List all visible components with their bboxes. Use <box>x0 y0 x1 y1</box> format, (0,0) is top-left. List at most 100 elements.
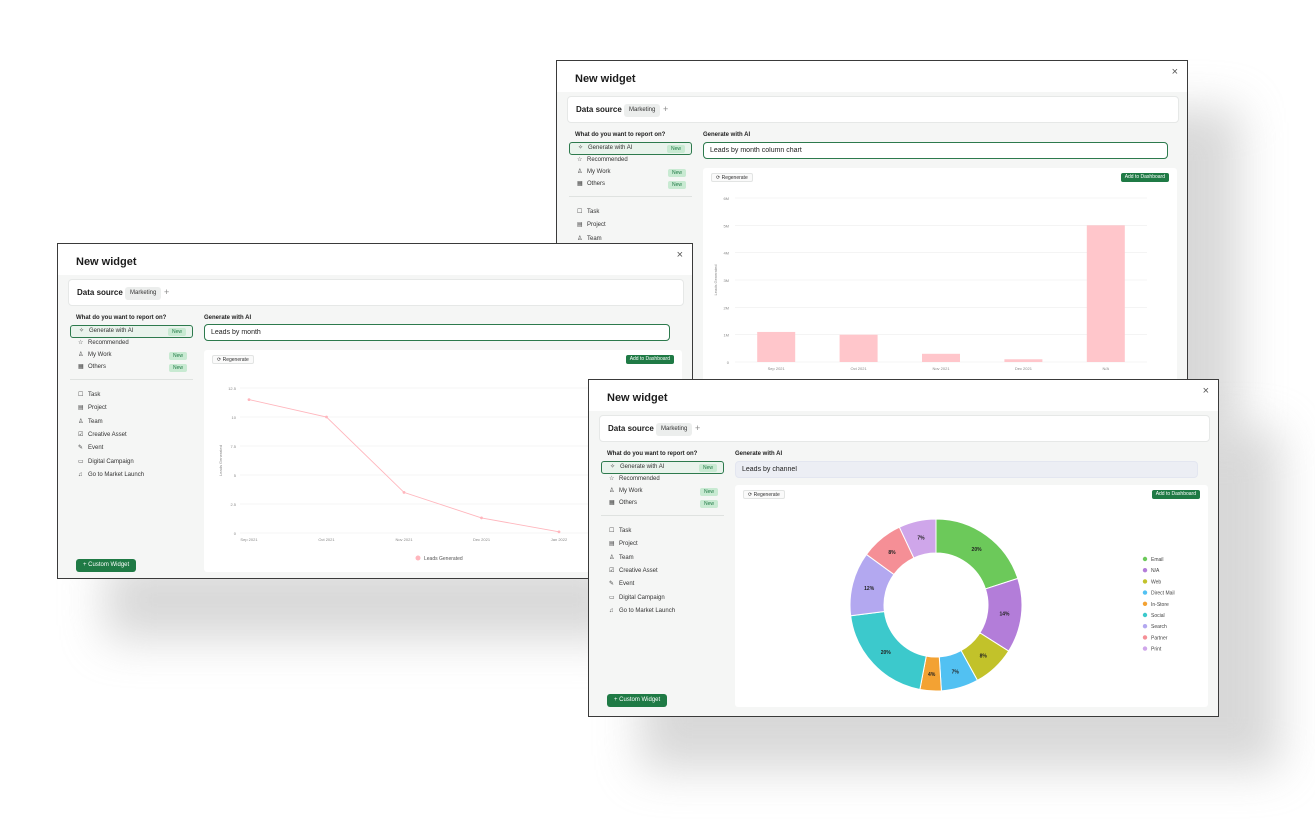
data-point[interactable] <box>325 415 328 419</box>
sidebar-item-label: Recommended <box>587 157 628 163</box>
add-to-dashboard-button[interactable]: Add to Dashboard <box>625 355 674 364</box>
y-tick-label: 6M <box>723 196 729 201</box>
sidebar-item-team[interactable]: ♙ Team <box>601 552 724 565</box>
new-badge: New <box>168 351 187 360</box>
y-tick-label: 5 <box>234 473 237 478</box>
add-to-dashboard-button[interactable]: Add to Dashboard <box>1151 490 1200 499</box>
sidebar-item-label: Creative Asset <box>88 431 127 438</box>
sidebar-item-others[interactable]: ▦ Others New <box>569 178 692 191</box>
sidebar-item-generate-with-ai[interactable]: ✧ Generate with AI New <box>70 325 193 338</box>
event-icon: ✎ <box>78 445 84 452</box>
sidebar-item-creative-asset[interactable]: ☑ Creative Asset <box>601 565 724 578</box>
sidebar-item-digital-campaign[interactable]: ▭ Digital Campaign <box>601 592 724 605</box>
add-data-source-icon[interactable]: + <box>164 287 170 297</box>
add-data-source-icon[interactable]: + <box>663 104 669 114</box>
prompt-input[interactable] <box>703 142 1168 159</box>
data-point[interactable] <box>247 398 251 401</box>
sidebar-item-event[interactable]: ✎ Event <box>70 442 193 455</box>
grid-icon: ▦ <box>78 364 84 370</box>
x-tick-label: Dec 2021 <box>473 537 491 542</box>
new-badge: New <box>699 487 718 496</box>
sidebar-item-creative-asset[interactable]: ☑ Creative Asset <box>70 429 193 442</box>
add-to-dashboard-button[interactable]: Add to Dashboard <box>1120 173 1169 182</box>
sidebar-item-label: Task <box>88 392 101 398</box>
generate-label: Generate with AI <box>735 451 783 457</box>
legend-label: Direct Mail <box>1151 591 1175 597</box>
sidebar-item-label: Generate with AI <box>620 464 665 470</box>
sidebar-item-recommended[interactable]: ☆ Recommended <box>601 473 724 486</box>
slice-email[interactable] <box>935 518 1019 590</box>
sidebar-item-project[interactable]: ▤ Project <box>70 402 193 415</box>
sidebar-item-generate-with-ai[interactable]: ✧ Generate with AI New <box>601 461 724 474</box>
close-icon[interactable]: × <box>1171 66 1178 78</box>
regenerate-label: Regenerate <box>721 175 748 181</box>
report-question: What do you want to report on? <box>575 132 666 138</box>
bar[interactable] <box>1086 225 1125 362</box>
bar[interactable] <box>922 353 960 362</box>
data-source-chip[interactable]: Marketing <box>125 287 162 300</box>
sidebar-item-my-work[interactable]: ♙ My Work New <box>70 349 193 362</box>
data-source-chip[interactable]: Marketing <box>656 423 693 436</box>
sidebar-item-recommended[interactable]: ☆ Recommended <box>70 337 193 350</box>
slice-label: 7% <box>952 669 960 675</box>
regenerate-button[interactable]: ⟳ Regenerate <box>711 173 753 182</box>
slice-label: 20% <box>972 547 983 553</box>
campaign-icon: ▭ <box>78 458 84 465</box>
prompt-input[interactable] <box>204 324 670 341</box>
regenerate-button[interactable]: ⟳ Regenerate <box>743 490 785 499</box>
project-icon: ▤ <box>78 405 84 412</box>
data-point[interactable] <box>557 530 561 534</box>
data-source-chip[interactable]: Marketing <box>624 104 661 117</box>
report-question: What do you want to report on? <box>607 451 698 457</box>
y-tick-label: 12.5 <box>228 386 237 391</box>
y-tick-label: 10 <box>232 415 237 420</box>
slice-print[interactable] <box>898 518 937 559</box>
legend-swatch <box>1142 601 1148 606</box>
legend-label: In-Store <box>1151 602 1169 608</box>
sidebar-item-project[interactable]: ▤ Project <box>601 538 724 551</box>
sidebar-item-task[interactable]: ☐ Task <box>601 525 724 538</box>
team-icon: ♙ <box>78 418 84 425</box>
bar[interactable] <box>839 334 878 362</box>
task-icon: ☐ <box>609 528 615 534</box>
sidebar-item-my-work[interactable]: ♙ My Work New <box>601 485 724 498</box>
sidebar-item-digital-campaign[interactable]: ▭ Digital Campaign <box>70 456 193 469</box>
creative-asset-icon: ☑ <box>78 431 84 438</box>
sidebar-item-others[interactable]: ▦ Others New <box>70 361 193 374</box>
user-icon: ♙ <box>609 488 615 494</box>
slice-label: 12% <box>864 586 875 592</box>
sidebar-item-project[interactable]: ▤ Project <box>569 219 692 232</box>
sidebar-item-team[interactable]: ♙ Team <box>569 233 692 246</box>
sidebar-item-go-to-market-launch[interactable]: ♫ Go to Market Launch <box>70 469 193 482</box>
bar[interactable] <box>1004 359 1043 362</box>
custom-widget-button[interactable]: + Custom Widget <box>607 694 668 707</box>
chart-panel: ⟳ Regenerate Add to Dashboard 0 1M 2M 3M 4M 5… <box>703 168 1177 381</box>
grid-icon: ▦ <box>577 181 583 187</box>
add-data-source-icon[interactable]: + <box>695 423 701 433</box>
campaign-icon: ▭ <box>609 594 615 601</box>
sidebar-item-label: My Work <box>619 488 643 494</box>
data-point[interactable] <box>402 491 406 494</box>
event-icon: ✎ <box>609 581 615 588</box>
bar[interactable] <box>757 331 796 362</box>
sidebar-item-event[interactable]: ✎ Event <box>601 578 724 591</box>
legend-label: Social <box>1151 613 1165 619</box>
legend-swatch <box>1142 612 1148 618</box>
legend-label: Leads Generated <box>424 556 463 562</box>
regenerate-button[interactable]: ⟳ Regenerate <box>212 355 254 364</box>
close-icon[interactable]: × <box>676 249 683 261</box>
y-tick-label: 2.5 <box>230 502 236 507</box>
sidebar-item-team[interactable]: ♙ Team <box>70 416 193 429</box>
close-icon[interactable]: × <box>1202 385 1209 397</box>
sidebar-item-my-work[interactable]: ♙ My Work New <box>569 166 692 179</box>
prompt-input[interactable] <box>735 461 1198 478</box>
data-point[interactable] <box>480 516 483 520</box>
sidebar-item-others[interactable]: ▦ Others New <box>601 497 724 510</box>
sidebar-item-recommended[interactable]: ☆ Recommended <box>569 154 692 167</box>
custom-widget-label: Custom Widget <box>619 697 661 703</box>
custom-widget-button[interactable]: + Custom Widget <box>76 559 137 572</box>
sidebar-item-generate-with-ai[interactable]: ✧ Generate with AI New <box>569 142 692 155</box>
sidebar-item-go-to-market-launch[interactable]: ♫ Go to Market Launch <box>601 605 724 618</box>
sidebar-item-task[interactable]: ☐ Task <box>569 206 692 219</box>
sidebar-item-task[interactable]: ☐ Task <box>70 389 193 402</box>
